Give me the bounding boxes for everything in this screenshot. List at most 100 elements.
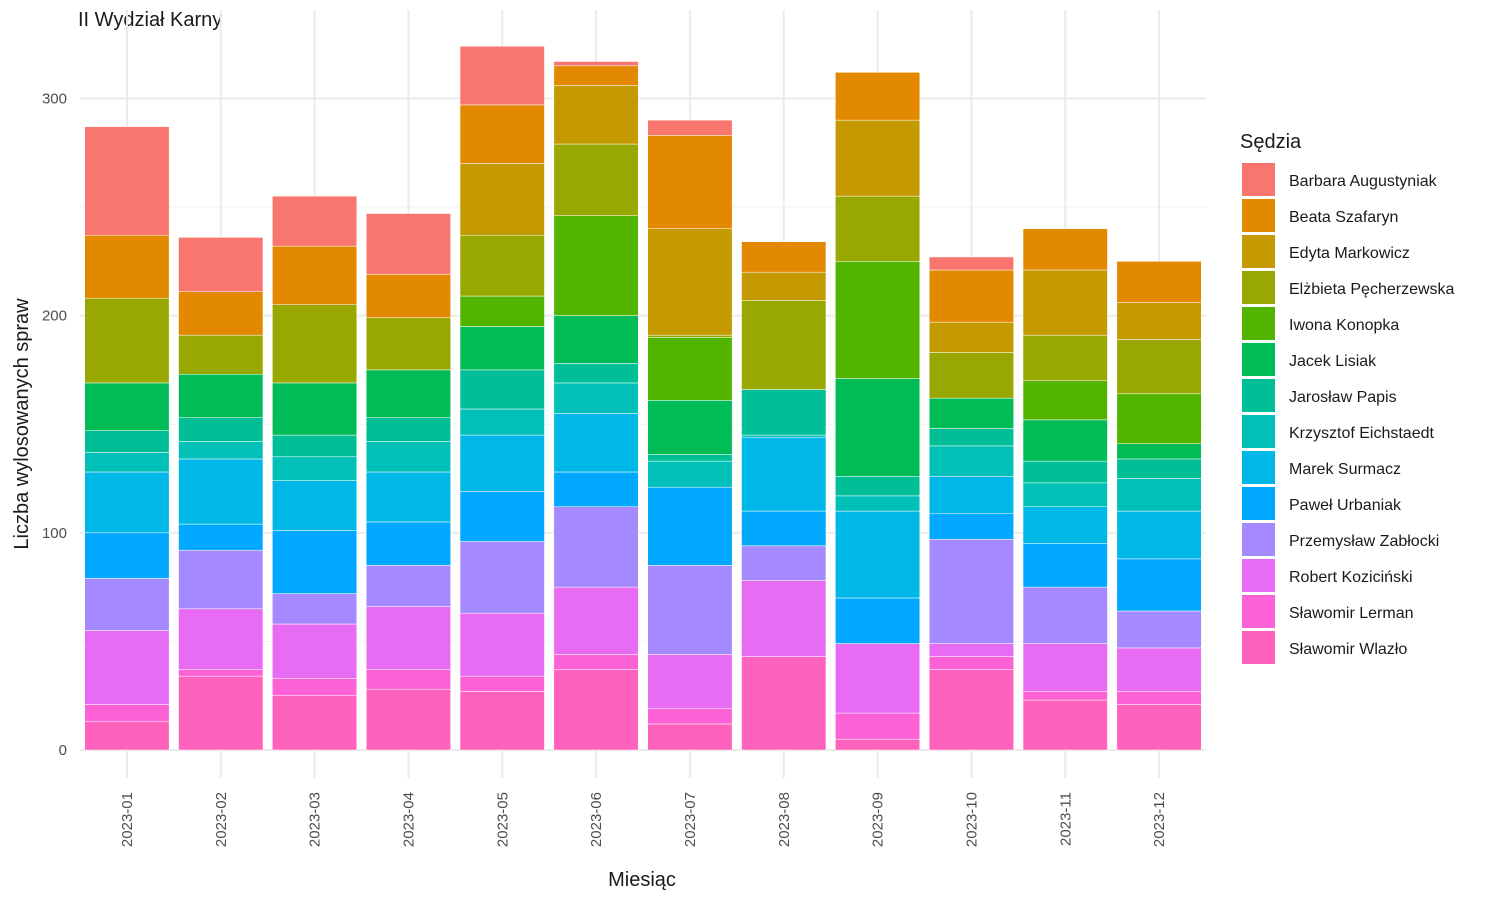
bar-segment xyxy=(741,300,827,390)
bar-segment xyxy=(1116,691,1202,705)
y-tick-label: 300 xyxy=(42,90,67,107)
bar-segment xyxy=(553,215,639,316)
legend-label: Przemysław Zabłocki xyxy=(1289,533,1439,550)
legend-label: Barbara Augustyniak xyxy=(1289,173,1438,190)
x-tick-label: 2023-02 xyxy=(213,792,230,847)
x-axis-ticks: 2023-01 2023-02 2023-03 2023-04 2023-05 2023-… xyxy=(119,792,1168,847)
bar-segment xyxy=(84,234,170,299)
bar-segment xyxy=(928,656,1014,670)
bar-segment xyxy=(835,597,921,644)
bar-segment xyxy=(272,623,358,679)
bar-segment xyxy=(647,454,733,462)
bar-segment xyxy=(1022,334,1108,382)
legend-swatch xyxy=(1242,631,1275,664)
bar-segment xyxy=(835,510,921,599)
y-axis-ticks: 0 100 200 300 xyxy=(42,90,67,759)
x-tick-label: 2023-12 xyxy=(1151,792,1168,847)
bar-segment xyxy=(553,654,639,670)
bar-segment xyxy=(553,61,639,67)
bar-segment xyxy=(928,476,1014,514)
bar-segment xyxy=(178,523,264,551)
bar-segment xyxy=(1022,586,1108,644)
bar-segment xyxy=(459,675,545,692)
bar-segment xyxy=(553,669,639,751)
bar-segment xyxy=(1022,419,1108,462)
bar-segment xyxy=(835,643,921,714)
legend-label: Jarosław Papis xyxy=(1289,389,1397,406)
legend-swatch xyxy=(1242,523,1275,556)
bar-segment xyxy=(835,378,921,477)
bar-segment xyxy=(1116,443,1202,460)
bar-segment xyxy=(553,85,639,145)
legend-swatch xyxy=(1242,487,1275,520)
bar-segment xyxy=(835,712,921,740)
x-tick-label: 2023-11 xyxy=(1057,792,1074,846)
bar-segment xyxy=(84,630,170,705)
bar-segment xyxy=(178,669,264,677)
legend-label: Krzysztof Eichstaedt xyxy=(1289,425,1435,442)
bar-segment xyxy=(741,580,827,657)
bar-segment xyxy=(928,513,1014,540)
bar-segment xyxy=(928,445,1014,477)
bar-segment xyxy=(1116,458,1202,479)
bar-segment xyxy=(835,195,921,262)
bar-segment xyxy=(553,382,639,414)
bar-segment xyxy=(1022,543,1108,588)
bar-segment xyxy=(741,241,827,273)
bar-segment xyxy=(553,363,639,384)
bar-segment xyxy=(84,126,170,236)
bar-segment xyxy=(272,678,358,696)
bar-segment xyxy=(647,135,733,229)
bar-segment xyxy=(459,234,545,297)
bar-segment xyxy=(459,295,545,327)
bar-segment xyxy=(928,428,1014,447)
x-tick-label: 2023-04 xyxy=(400,792,417,847)
y-tick-label: 200 xyxy=(42,308,67,325)
bar-segment xyxy=(1116,610,1202,649)
bar-segment xyxy=(928,397,1014,429)
bar-segment xyxy=(647,654,733,709)
bar-segment xyxy=(365,471,451,523)
bar-segment xyxy=(1022,691,1108,701)
bar-segment xyxy=(84,452,170,473)
legend-swatch xyxy=(1242,451,1275,484)
bar-segment xyxy=(459,163,545,236)
bar-segment xyxy=(1116,510,1202,560)
bar-segment xyxy=(1116,478,1202,512)
bar-segment xyxy=(1022,482,1108,507)
bar-segment xyxy=(459,408,545,436)
x-tick-label: 2023-03 xyxy=(307,792,324,847)
bar-segment xyxy=(459,691,545,751)
bar-segment xyxy=(741,271,827,301)
bar-segment xyxy=(1116,339,1202,395)
bar-segment xyxy=(1116,558,1202,612)
legend-swatch xyxy=(1242,163,1275,196)
bar-segment xyxy=(1116,261,1202,303)
bar-segment xyxy=(178,458,264,525)
legend-label: Edyta Markowicz xyxy=(1289,245,1410,262)
bar-segment xyxy=(365,669,451,690)
bar-segment xyxy=(459,491,545,542)
bar-segment xyxy=(835,119,921,197)
bar-segment xyxy=(178,417,264,442)
bar-segment xyxy=(84,382,170,431)
bar-segment xyxy=(741,434,827,438)
x-tick-label: 2023-07 xyxy=(682,792,699,847)
bar-segment xyxy=(647,565,733,655)
bar-segment xyxy=(1022,228,1108,271)
bar-segment xyxy=(647,400,733,455)
bar-segment xyxy=(928,269,1014,323)
bar-segment xyxy=(459,612,545,677)
legend-swatch xyxy=(1242,235,1275,268)
bar-segment xyxy=(459,104,545,164)
bar-segment xyxy=(553,413,639,473)
bar-segment xyxy=(272,195,358,247)
bar-segment xyxy=(272,480,358,531)
bar-segment xyxy=(835,476,921,497)
bar-segment xyxy=(553,471,639,507)
bar-segment xyxy=(84,578,170,631)
legend-swatch xyxy=(1242,379,1275,412)
bar-segment xyxy=(365,317,451,371)
bar-segment xyxy=(928,352,1014,399)
